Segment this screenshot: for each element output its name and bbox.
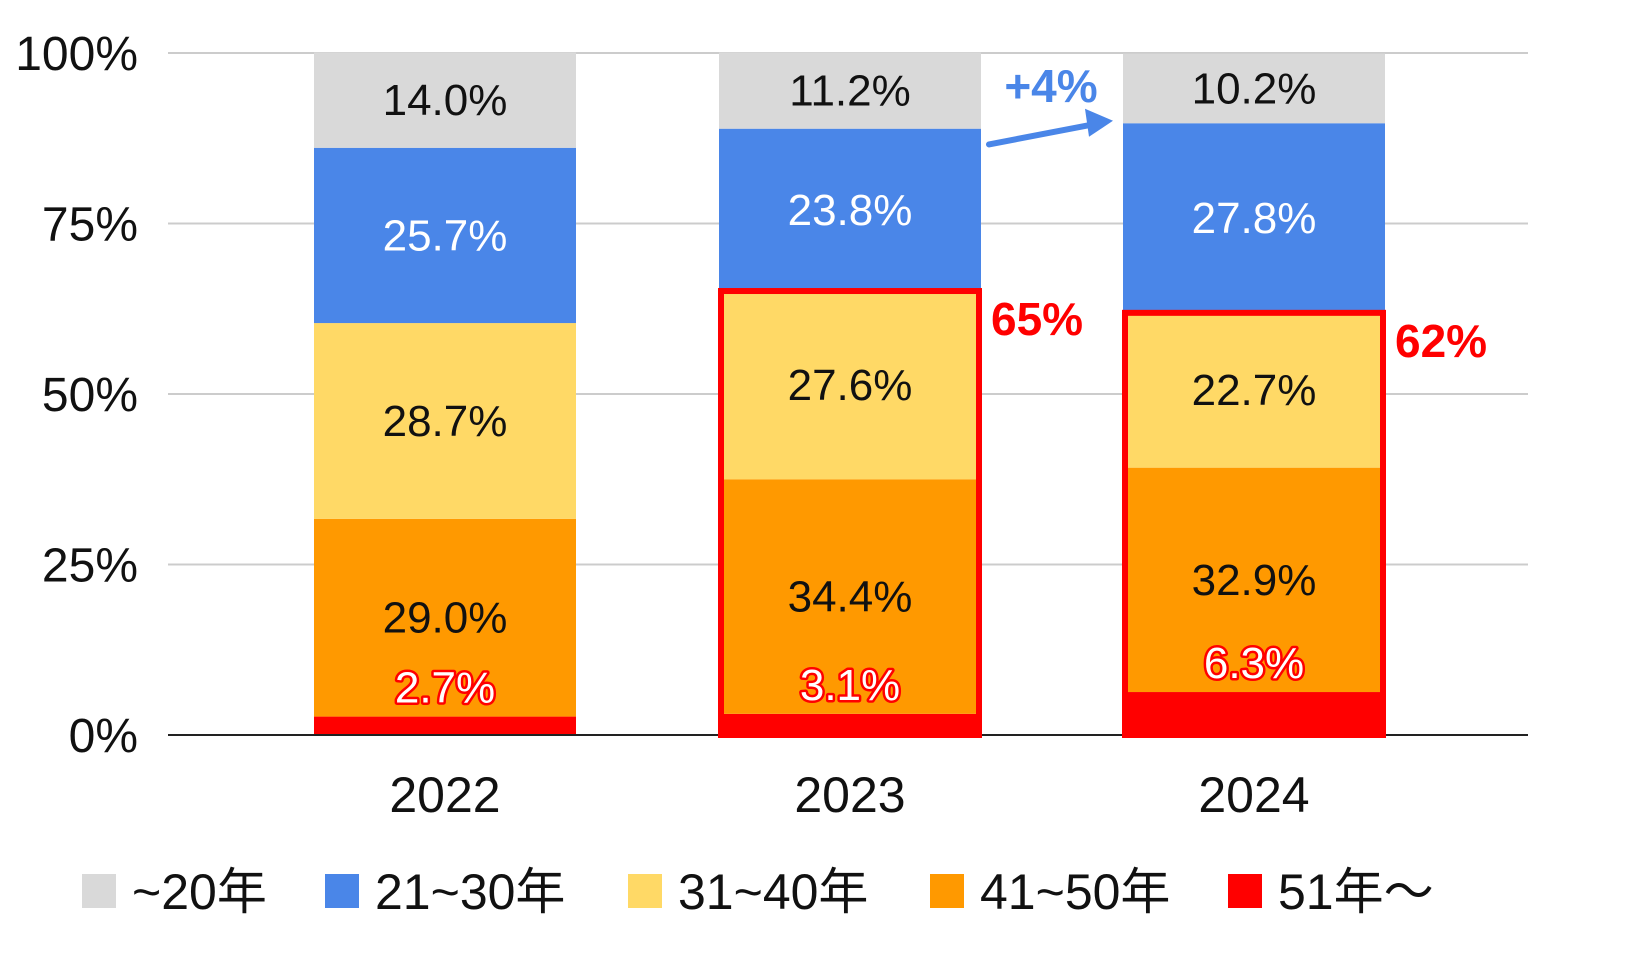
segment-label: 11.2% [789, 67, 911, 116]
segment-labels: 2.7% 29.0% 28.7% 25.7% 14.0% 3.1% 34.4% 27.6% 23… [383, 64, 1317, 715]
bar-segment [314, 52, 576, 148]
annotations: 65% 62% +4% [718, 60, 1487, 738]
segment-label: 27.6% [788, 361, 913, 410]
bar-segment [1123, 53, 1385, 124]
segment-label: 6.3% [1204, 639, 1304, 688]
segment-label: 2.7% [395, 664, 495, 713]
bar-segment [719, 291, 981, 480]
segment-label: 34.4% [788, 573, 913, 622]
change-arrow-line [986, 121, 1094, 148]
bar-segment [314, 323, 576, 519]
segment-label: 10.2% [1192, 64, 1317, 113]
segment-label: 14.0% [383, 76, 508, 125]
segment-label: 32.9% [1192, 556, 1317, 605]
bar-segment [719, 128, 981, 292]
legend-label: 41~50年 [980, 864, 1170, 920]
legend-label: 31~40年 [678, 864, 868, 920]
legend-swatch [82, 874, 116, 908]
y-tick-label: 0% [69, 710, 138, 763]
legend-label: ~20年 [132, 864, 267, 920]
bars [314, 52, 1385, 735]
y-tick-label: 75% [42, 199, 138, 252]
y-axis-ticks: 0% 25% 50% 75% 100% [15, 28, 138, 763]
x-category-label: 2023 [794, 767, 905, 823]
bar-segment [1123, 692, 1385, 735]
bar-segment [1123, 123, 1385, 313]
bar-segment [719, 713, 981, 735]
x-category-label: 2022 [389, 767, 500, 823]
change-arrow-head [1085, 108, 1113, 137]
segment-label: 22.7% [1192, 366, 1317, 415]
legend-label: 51年～ [1278, 864, 1434, 920]
bar-segment [314, 147, 576, 324]
legend-swatch [1228, 874, 1262, 908]
x-axis-categories: 2022 2023 2024 [389, 767, 1309, 823]
change-arrow-label: +4% [1004, 60, 1097, 112]
y-tick-label: 25% [42, 540, 138, 593]
legend-label: 21~30年 [375, 864, 565, 920]
bar-segment [314, 518, 576, 717]
segment-label: 27.8% [1192, 194, 1317, 243]
legend: ~20年 21~30年 31~40年 41~50年 51年～ [82, 864, 1434, 920]
segment-label: 29.0% [383, 594, 508, 643]
legend-swatch [325, 874, 359, 908]
x-category-label: 2024 [1198, 767, 1309, 823]
highlight-box [718, 288, 982, 738]
bar-segment [719, 52, 981, 129]
segment-label: 28.7% [383, 397, 508, 446]
highlight-box [1122, 309, 1386, 738]
legend-swatch [930, 874, 964, 908]
y-tick-label: 50% [42, 369, 138, 422]
legend-swatch [628, 874, 662, 908]
segment-label: 3.1% [800, 661, 900, 710]
highlight-label: 65% [991, 293, 1083, 345]
y-tick-label: 100% [15, 28, 138, 81]
highlight-label: 62% [1395, 315, 1487, 367]
bar-segment [1123, 312, 1385, 468]
segment-label: 23.8% [788, 186, 913, 235]
bar-segment [1123, 467, 1385, 693]
bar-segment [314, 716, 576, 735]
segment-label: 25.7% [383, 211, 508, 260]
bar-segment [719, 479, 981, 714]
